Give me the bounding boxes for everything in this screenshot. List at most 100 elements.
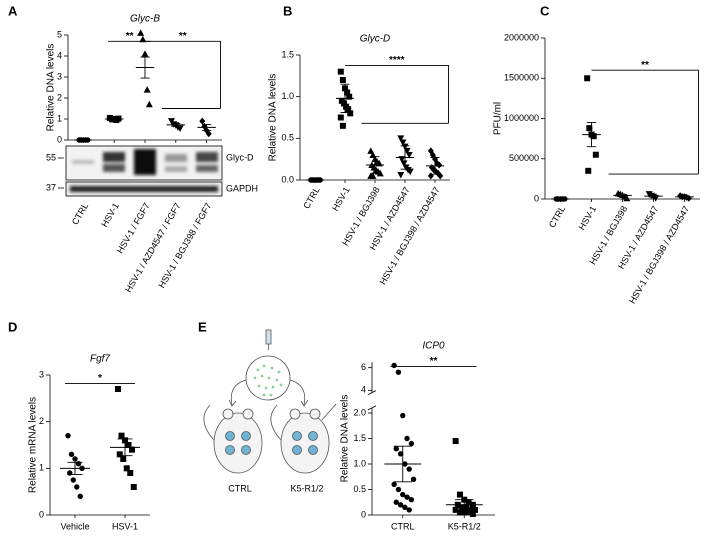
point bbox=[400, 160, 408, 167]
blot-bands bbox=[70, 149, 218, 192]
x-tick-label: Vehicle bbox=[60, 521, 89, 531]
y-axis-label: Relative DNA levels bbox=[46, 44, 57, 132]
point bbox=[77, 493, 83, 500]
error-bar bbox=[679, 195, 690, 198]
point bbox=[397, 451, 404, 457]
point bbox=[129, 446, 135, 453]
y-tick-label: 3 bbox=[39, 369, 44, 379]
point bbox=[408, 440, 415, 447]
point bbox=[586, 125, 593, 132]
point bbox=[436, 161, 443, 169]
x-tick-label: CTRL bbox=[301, 185, 321, 210]
significance-label: ** bbox=[179, 31, 187, 42]
panel-letter: C bbox=[540, 3, 550, 18]
point bbox=[395, 369, 402, 375]
point bbox=[399, 139, 407, 146]
arrow bbox=[289, 379, 306, 406]
y-axis-label: Relative DNA levels bbox=[268, 74, 279, 162]
point bbox=[391, 481, 397, 488]
x-tick-label: CTRL bbox=[547, 204, 567, 229]
point bbox=[369, 172, 377, 179]
axis-break bbox=[367, 390, 377, 395]
arrow bbox=[230, 379, 247, 406]
western-blot: 55 37 Glyc-D GAPDH bbox=[46, 145, 258, 197]
virus-particles bbox=[253, 364, 283, 397]
point bbox=[75, 460, 82, 467]
point bbox=[452, 438, 459, 445]
y-tick-label: 0 bbox=[361, 509, 366, 519]
point bbox=[397, 135, 405, 142]
band bbox=[103, 164, 125, 172]
band-label: GAPDH bbox=[226, 183, 258, 193]
error-bar bbox=[617, 193, 628, 197]
x-tick-label: HSV-1 / BGJ398 / AZD4547 bbox=[627, 204, 691, 305]
point bbox=[67, 470, 73, 476]
significance-label: ** bbox=[430, 356, 438, 367]
point bbox=[118, 432, 125, 439]
x-tick-label: HSV-1 / AZD4547 / FGF7 bbox=[123, 201, 182, 294]
error-bar bbox=[67, 461, 83, 475]
significance-bracket bbox=[145, 40, 221, 109]
band bbox=[103, 152, 125, 162]
x-tick-label: CTRL bbox=[391, 521, 415, 531]
point bbox=[397, 502, 404, 508]
x-tick-label: HSV-1 bbox=[330, 185, 352, 213]
band bbox=[134, 149, 156, 175]
x-tick-label: HSV-1 / FGF7 bbox=[115, 201, 152, 255]
error-bar bbox=[171, 122, 181, 127]
point bbox=[347, 110, 354, 117]
error-bar bbox=[648, 194, 659, 198]
y-tick-label: 6 bbox=[361, 362, 366, 372]
arrow-head bbox=[228, 399, 237, 407]
band bbox=[196, 152, 218, 162]
band bbox=[196, 165, 218, 172]
y-tick-label: 500000 bbox=[509, 153, 539, 163]
chart-title: ICP0 bbox=[422, 341, 445, 352]
y-tick-label: 0.5 bbox=[353, 484, 366, 494]
y-tick-label: 1.0 bbox=[281, 91, 294, 101]
band bbox=[165, 154, 187, 162]
x-tick-label: HSV-1 bbox=[112, 521, 138, 531]
point bbox=[584, 75, 591, 82]
point bbox=[125, 442, 132, 448]
y-tick-label: 1.5 bbox=[353, 433, 366, 443]
y-axis-label: PFU/ml bbox=[493, 102, 504, 135]
arrow-head bbox=[300, 399, 309, 407]
point bbox=[408, 497, 415, 503]
x-tick-label: HSV-1 bbox=[99, 201, 121, 229]
point bbox=[205, 130, 212, 138]
point bbox=[402, 504, 408, 511]
syringe bbox=[265, 329, 272, 345]
y-tick-label: 5 bbox=[57, 29, 62, 39]
point bbox=[405, 152, 413, 159]
error-bar bbox=[370, 156, 380, 174]
error-bar bbox=[430, 157, 440, 175]
significance-bracket bbox=[345, 64, 449, 124]
axis-break bbox=[367, 405, 377, 411]
y-axis-label: Relative DNA levels bbox=[340, 395, 351, 483]
point bbox=[469, 510, 476, 517]
point bbox=[406, 507, 412, 513]
y-tick-label: 0 bbox=[39, 509, 44, 519]
point bbox=[406, 168, 414, 176]
y-tick-label: 4 bbox=[361, 385, 366, 395]
point bbox=[623, 194, 631, 202]
x-tick-label: CTRL bbox=[70, 201, 90, 226]
point bbox=[391, 362, 397, 369]
point bbox=[130, 484, 137, 490]
x-tick-label: HSV-1 bbox=[577, 204, 599, 232]
point bbox=[115, 386, 121, 392]
y-tick-label: 1.0 bbox=[353, 458, 366, 468]
point bbox=[70, 477, 76, 483]
x-tick-label: HSV-1 / BGJ398 / AZD4547 bbox=[378, 185, 442, 286]
error-bar bbox=[340, 83, 350, 113]
x-tick-label: HSV-1 / BGJ398 / FGF7 bbox=[156, 201, 213, 290]
y-tick-label: 0 bbox=[57, 134, 62, 144]
y-tick-label: 1 bbox=[39, 463, 44, 473]
point bbox=[176, 125, 184, 132]
significance-label: ** bbox=[126, 31, 134, 42]
significance-label: * bbox=[98, 373, 102, 384]
y-tick-label: 2 bbox=[39, 416, 44, 426]
point bbox=[68, 451, 75, 458]
error-bar bbox=[393, 445, 412, 483]
